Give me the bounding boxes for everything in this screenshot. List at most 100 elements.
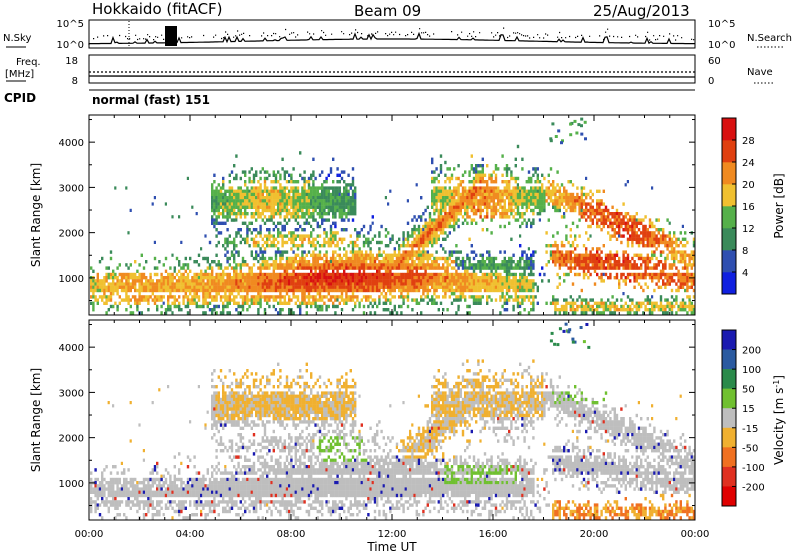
echo-cell — [187, 305, 189, 308]
echo-cell — [427, 234, 429, 237]
echo-cell — [374, 311, 376, 314]
echo-cell — [339, 209, 341, 212]
echo-cell — [286, 282, 288, 285]
echo-cell — [413, 254, 415, 257]
echo-cell — [165, 289, 167, 292]
echo-cell — [479, 298, 481, 301]
echo-cell — [537, 167, 539, 170]
echo-cell — [642, 231, 644, 234]
echo-cell — [211, 186, 213, 189]
echo-cell — [391, 238, 393, 241]
echo-cell — [581, 209, 583, 212]
echo-cell — [600, 209, 602, 212]
echo-cell — [154, 289, 156, 292]
echo-cell — [532, 254, 534, 257]
echo-cell — [556, 286, 558, 289]
echo-cell — [614, 266, 616, 269]
echo-cell — [424, 276, 426, 279]
echo-cell — [301, 266, 303, 269]
echo-cell — [506, 196, 508, 199]
echo-cell — [328, 282, 330, 285]
echo-cell — [215, 282, 217, 285]
echo-cell — [435, 286, 437, 289]
echo-cell — [369, 311, 371, 314]
echo-cell — [295, 282, 297, 285]
echo-cell — [576, 263, 578, 266]
echo-cell — [633, 225, 635, 228]
echo-cell — [352, 266, 354, 269]
echo-cell — [295, 206, 297, 209]
echo-cell — [429, 282, 431, 285]
echo-cell — [504, 186, 506, 189]
echo-cell — [297, 234, 299, 237]
echo-cell — [614, 222, 616, 225]
echo-cell — [264, 266, 266, 269]
echo-cell — [253, 238, 255, 241]
echo-cell — [545, 250, 547, 253]
echo-cell — [200, 286, 202, 289]
echo-cell — [297, 206, 299, 209]
echo-cell — [273, 212, 275, 215]
echo-cell — [493, 260, 495, 263]
echo-cell — [482, 180, 484, 183]
echo-cell — [180, 276, 182, 279]
echo-cell — [220, 273, 222, 276]
echo-cell — [332, 273, 334, 276]
echo-cell — [209, 241, 211, 244]
echo-cell — [559, 308, 561, 311]
echo-cell — [583, 260, 585, 263]
echo-cell — [343, 254, 345, 257]
beam-title: Beam 09 — [354, 2, 421, 20]
echo-cell — [519, 190, 521, 193]
echo-cell — [473, 206, 475, 209]
echo-cell — [325, 289, 327, 292]
echo-cell — [312, 193, 314, 196]
echo-cell — [473, 170, 475, 173]
echo-cell — [213, 279, 215, 282]
echo-cell — [576, 254, 578, 257]
echo-cell — [332, 238, 334, 241]
echo-cell — [310, 295, 312, 298]
echo-cell — [446, 167, 448, 170]
echo-cell — [501, 180, 503, 183]
echo-cell — [424, 231, 426, 234]
echo-cell — [334, 305, 336, 308]
echo-cell — [226, 212, 228, 215]
echo-cell — [352, 282, 354, 285]
echo-cell — [468, 196, 470, 199]
echo-cell — [196, 305, 198, 308]
echo-cell — [330, 170, 332, 173]
echo-cell — [308, 186, 310, 189]
echo-cell — [334, 279, 336, 282]
echo-cell — [530, 209, 532, 212]
echo-cell — [350, 295, 352, 298]
echo-cell — [361, 260, 363, 263]
echo-cell — [433, 212, 435, 215]
echo-cell — [334, 212, 336, 215]
echo-cell — [259, 177, 261, 180]
echo-cell — [251, 276, 253, 279]
echo-cell — [325, 190, 327, 193]
echo-cell — [101, 286, 103, 289]
echo-cell — [372, 215, 374, 218]
echo-cell — [352, 209, 354, 212]
echo-cell — [394, 260, 396, 263]
echo-cell — [253, 180, 255, 183]
echo-cell — [530, 308, 532, 311]
echo-cell — [290, 190, 292, 193]
echo-cell — [440, 209, 442, 212]
echo-cell — [625, 212, 627, 215]
echo-cell — [218, 209, 220, 212]
echo-cell — [587, 302, 589, 305]
echo-cell — [352, 206, 354, 209]
echo-cell — [328, 276, 330, 279]
echo-cell — [548, 186, 550, 189]
echo-cell — [319, 234, 321, 237]
echo-cell — [189, 279, 191, 282]
echo-cell — [222, 193, 224, 196]
echo-cell — [259, 289, 261, 292]
echo-cell — [596, 302, 598, 305]
echo-cell — [490, 276, 492, 279]
echo-cell — [471, 206, 473, 209]
echo-cell — [209, 282, 211, 285]
